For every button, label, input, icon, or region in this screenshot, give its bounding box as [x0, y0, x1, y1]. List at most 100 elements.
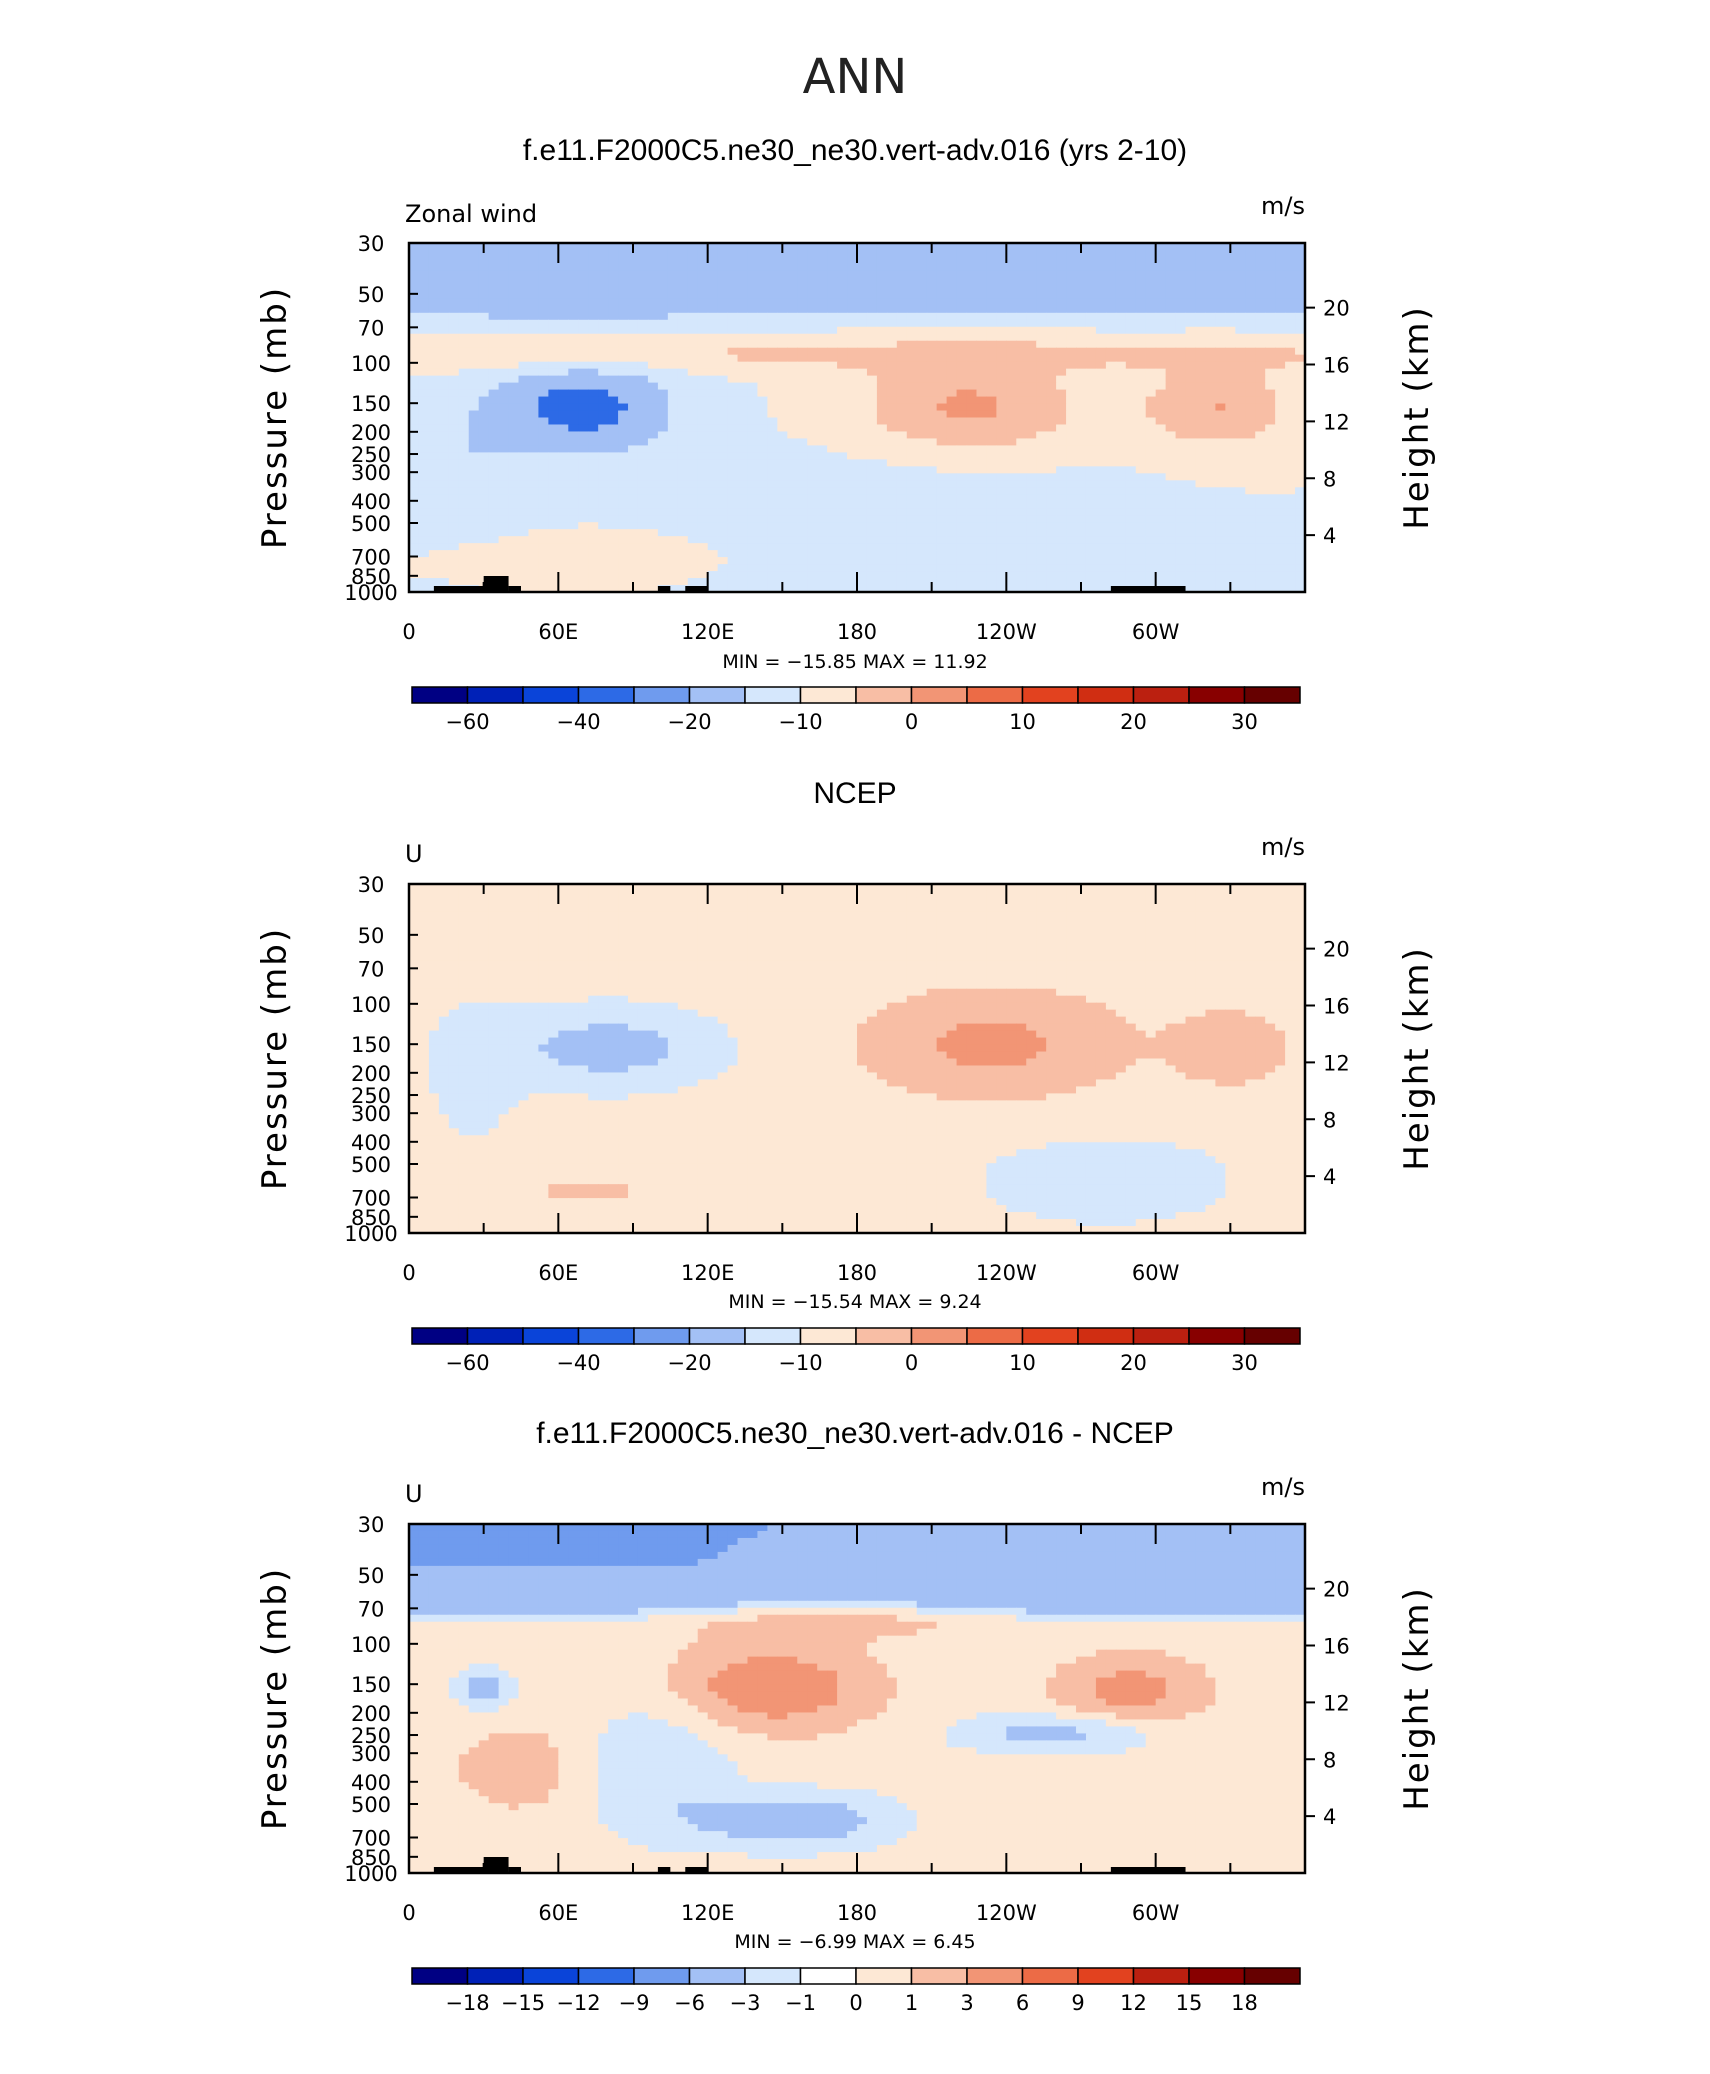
- contour-cell: [697, 550, 709, 558]
- contour-cell: [1056, 585, 1067, 592]
- contour-cell: [498, 263, 510, 272]
- contour-cell: [448, 291, 460, 300]
- contour-cell: [926, 270, 938, 279]
- contour-cell: [1036, 578, 1047, 586]
- contour-cell: [667, 256, 679, 265]
- contour-cell: [1085, 347, 1097, 356]
- contour-cell: [747, 403, 759, 412]
- contour-cell: [886, 263, 898, 272]
- contour-cell: [448, 911, 460, 920]
- contour-cell: [588, 571, 599, 579]
- contour-cell: [1026, 319, 1037, 328]
- contour-cell: [857, 515, 868, 523]
- contour-cell: [1125, 284, 1137, 293]
- contour-cell: [1085, 305, 1097, 314]
- contour-cell: [767, 452, 778, 460]
- contour-cell: [1225, 291, 1236, 300]
- contour-cell: [857, 536, 868, 544]
- contour-cell: [428, 277, 440, 286]
- contour-cell: [1016, 389, 1027, 398]
- contour-cell: [966, 522, 978, 530]
- contour-cell: [1245, 508, 1256, 516]
- contour-cell: [478, 305, 490, 314]
- contour-cell: [518, 291, 530, 300]
- contour-cell: [618, 382, 629, 391]
- contour-cell: [926, 904, 938, 913]
- contour-cell: [588, 417, 599, 426]
- contour-cell: [1255, 438, 1266, 447]
- colorbar-bin: [1077, 686, 1135, 704]
- contour-cell: [1125, 529, 1137, 537]
- contour-cell: [1175, 522, 1187, 530]
- contour-cell: [568, 522, 579, 530]
- contour-cell: [857, 277, 868, 286]
- contour-cell: [1145, 424, 1157, 433]
- contour-cell: [747, 382, 759, 391]
- contour-cell: [916, 256, 928, 265]
- contour-cell: [428, 298, 440, 307]
- contour-cell: [667, 487, 679, 495]
- contour-cell: [896, 557, 908, 565]
- contour-cell: [518, 487, 530, 495]
- contour-cell: [687, 396, 699, 405]
- contour-cell: [876, 473, 888, 481]
- contour-cell: [518, 494, 530, 502]
- contour-cell: [916, 515, 928, 523]
- contour-cell: [1185, 480, 1197, 488]
- contour-cell: [1076, 347, 1087, 356]
- contour-cell: [598, 494, 609, 502]
- contour-cell: [857, 571, 868, 579]
- contour-cell: [418, 354, 430, 363]
- contour-cell: [667, 438, 679, 447]
- contour-cell: [488, 319, 500, 328]
- contour-cell: [608, 431, 619, 440]
- contour-cell: [857, 291, 868, 300]
- contour-cell: [1006, 326, 1017, 335]
- contour-cell: [647, 326, 659, 335]
- contour-cell: [409, 417, 420, 426]
- contour-cell: [1175, 319, 1187, 328]
- contour-cell: [926, 403, 938, 412]
- contour-cell: [657, 361, 669, 370]
- contour-cell: [538, 284, 549, 293]
- contour-cell: [1036, 557, 1047, 565]
- contour-cell: [697, 494, 709, 502]
- contour-cell: [1195, 243, 1207, 251]
- contour-cell: [956, 452, 968, 460]
- contour-cell: [1255, 473, 1266, 481]
- contour-cell: [747, 284, 759, 293]
- contour-cell: [1265, 897, 1276, 906]
- contour-cell: [598, 375, 609, 384]
- contour-cell: [767, 347, 778, 356]
- contour-cell: [747, 480, 759, 488]
- contour-cell: [508, 389, 520, 398]
- contour-cell: [418, 382, 430, 391]
- contour-cell: [717, 270, 729, 279]
- contour-cell: [1135, 243, 1147, 251]
- contour-cell: [797, 354, 808, 363]
- contour-cell: [1255, 466, 1266, 474]
- contour-cell: [588, 263, 599, 272]
- contour-cell: [797, 473, 808, 481]
- contour-cell: [866, 550, 878, 558]
- contour-cell: [498, 564, 510, 572]
- contour-cell: [448, 368, 460, 377]
- contour-cell: [996, 319, 1007, 328]
- contour-cell: [578, 319, 589, 328]
- contour-cell: [886, 424, 898, 433]
- contour-cell: [1125, 319, 1137, 328]
- contour-cell: [1026, 452, 1037, 460]
- contour-cell: [986, 522, 997, 530]
- contour-cell: [1036, 431, 1047, 440]
- contour-cell: [1125, 452, 1137, 460]
- contour-cell: [647, 270, 659, 279]
- contour-cell: [1195, 417, 1207, 426]
- contour-cell: [1085, 326, 1097, 335]
- contour-cell: [458, 550, 470, 558]
- contour-cell: [727, 459, 739, 467]
- contour-cell: [827, 382, 838, 391]
- contour-cell: [418, 256, 430, 265]
- contour-cell: [438, 571, 450, 579]
- contour-cell: [568, 382, 579, 391]
- contour-cell: [886, 347, 898, 356]
